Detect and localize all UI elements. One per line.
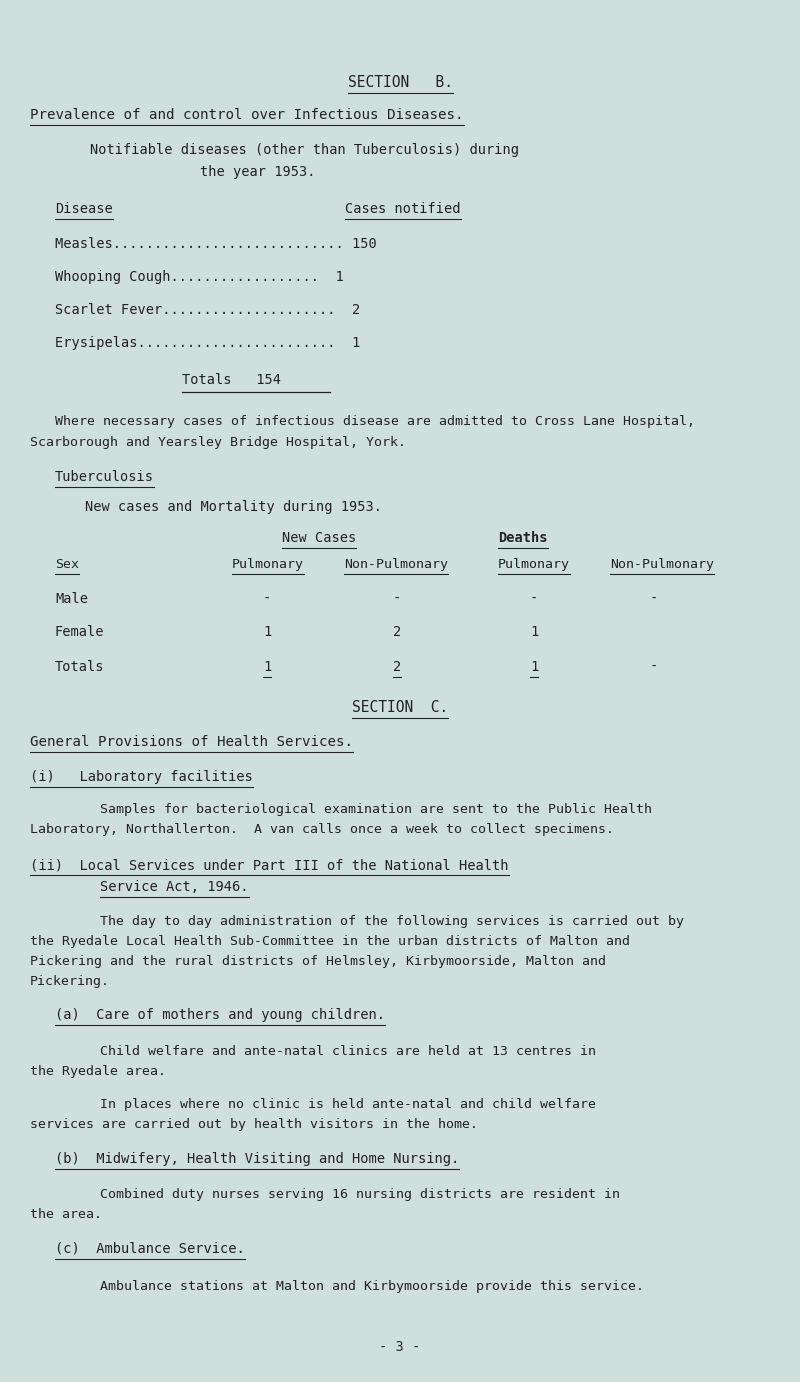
Text: -: - bbox=[650, 661, 658, 674]
Text: Pulmonary: Pulmonary bbox=[498, 558, 570, 571]
Text: Non-Pulmonary: Non-Pulmonary bbox=[344, 558, 448, 571]
Text: Whooping Cough..................  1: Whooping Cough.................. 1 bbox=[55, 269, 344, 283]
Text: Deaths: Deaths bbox=[498, 531, 547, 545]
Text: Non-Pulmonary: Non-Pulmonary bbox=[610, 558, 714, 571]
Text: Measles............................ 150: Measles............................ 150 bbox=[55, 236, 377, 252]
Text: Scarborough and Yearsley Bridge Hospital, York.: Scarborough and Yearsley Bridge Hospital… bbox=[30, 435, 406, 449]
Text: Child welfare and ante-natal clinics are held at 13 centres in: Child welfare and ante-natal clinics are… bbox=[100, 1045, 596, 1059]
Text: 2: 2 bbox=[393, 661, 402, 674]
Text: New Cases: New Cases bbox=[282, 531, 356, 545]
Text: Service Act, 1946.: Service Act, 1946. bbox=[100, 880, 249, 894]
Text: (i)   Laboratory facilities: (i) Laboratory facilities bbox=[30, 770, 253, 784]
Text: -: - bbox=[393, 591, 402, 605]
Text: General Provisions of Health Services.: General Provisions of Health Services. bbox=[30, 735, 353, 749]
Text: 1: 1 bbox=[263, 625, 271, 638]
Text: 1: 1 bbox=[530, 625, 538, 638]
Text: Tuberculosis: Tuberculosis bbox=[55, 470, 154, 484]
Text: Where necessary cases of infectious disease are admitted to Cross Lane Hospital,: Where necessary cases of infectious dise… bbox=[55, 415, 695, 428]
Text: Totals: Totals bbox=[55, 661, 105, 674]
Text: the Ryedale area.: the Ryedale area. bbox=[30, 1066, 166, 1078]
Text: (a)  Care of mothers and young children.: (a) Care of mothers and young children. bbox=[55, 1007, 385, 1023]
Text: Female: Female bbox=[55, 625, 105, 638]
Text: -: - bbox=[530, 591, 538, 605]
Text: Sex: Sex bbox=[55, 558, 79, 571]
Text: 2: 2 bbox=[393, 625, 402, 638]
Text: Notifiable diseases (other than Tuberculosis) during: Notifiable diseases (other than Tubercul… bbox=[90, 142, 519, 158]
Text: Samples for bacteriological examination are sent to the Public Health: Samples for bacteriological examination … bbox=[100, 803, 652, 815]
Text: -: - bbox=[650, 591, 658, 605]
Text: SECTION   B.: SECTION B. bbox=[347, 75, 453, 90]
Text: Scarlet Fever.....................  2: Scarlet Fever..................... 2 bbox=[55, 303, 360, 316]
Text: Ambulance stations at Malton and Kirbymoorside provide this service.: Ambulance stations at Malton and Kirbymo… bbox=[100, 1280, 644, 1294]
Text: Prevalence of and control over Infectious Diseases.: Prevalence of and control over Infectiou… bbox=[30, 108, 463, 122]
Text: 1: 1 bbox=[263, 661, 271, 674]
Text: Combined duty nurses serving 16 nursing districts are resident in: Combined duty nurses serving 16 nursing … bbox=[100, 1189, 620, 1201]
Text: 1: 1 bbox=[530, 661, 538, 674]
Text: the year 1953.: the year 1953. bbox=[200, 164, 315, 180]
Text: Cases notified: Cases notified bbox=[345, 202, 461, 216]
Text: (c)  Ambulance Service.: (c) Ambulance Service. bbox=[55, 1242, 245, 1256]
Text: - 3 -: - 3 - bbox=[379, 1341, 421, 1354]
Text: Pickering and the rural districts of Helmsley, Kirbymoorside, Malton and: Pickering and the rural districts of Hel… bbox=[30, 955, 606, 967]
Text: SECTION  C.: SECTION C. bbox=[352, 701, 448, 714]
Text: Disease: Disease bbox=[55, 202, 113, 216]
Text: Pickering.: Pickering. bbox=[30, 974, 110, 988]
Text: (b)  Midwifery, Health Visiting and Home Nursing.: (b) Midwifery, Health Visiting and Home … bbox=[55, 1153, 459, 1166]
Text: Male: Male bbox=[55, 591, 88, 605]
Text: (ii)  Local Services under Part III of the National Health: (ii) Local Services under Part III of th… bbox=[30, 858, 509, 872]
Text: New cases and Mortality during 1953.: New cases and Mortality during 1953. bbox=[85, 500, 382, 514]
Text: services are carried out by health visitors in the home.: services are carried out by health visit… bbox=[30, 1118, 478, 1130]
Text: Erysipelas........................  1: Erysipelas........................ 1 bbox=[55, 336, 360, 350]
Text: the area.: the area. bbox=[30, 1208, 102, 1222]
Text: the Ryedale Local Health Sub-Committee in the urban districts of Malton and: the Ryedale Local Health Sub-Committee i… bbox=[30, 936, 630, 948]
Text: -: - bbox=[263, 591, 271, 605]
Text: Totals   154: Totals 154 bbox=[182, 373, 281, 387]
Text: Pulmonary: Pulmonary bbox=[232, 558, 304, 571]
Text: In places where no clinic is held ante-natal and child welfare: In places where no clinic is held ante-n… bbox=[100, 1099, 596, 1111]
Text: The day to day administration of the following services is carried out by: The day to day administration of the fol… bbox=[100, 915, 684, 927]
Text: Laboratory, Northallerton.  A van calls once a week to collect specimens.: Laboratory, Northallerton. A van calls o… bbox=[30, 824, 614, 836]
